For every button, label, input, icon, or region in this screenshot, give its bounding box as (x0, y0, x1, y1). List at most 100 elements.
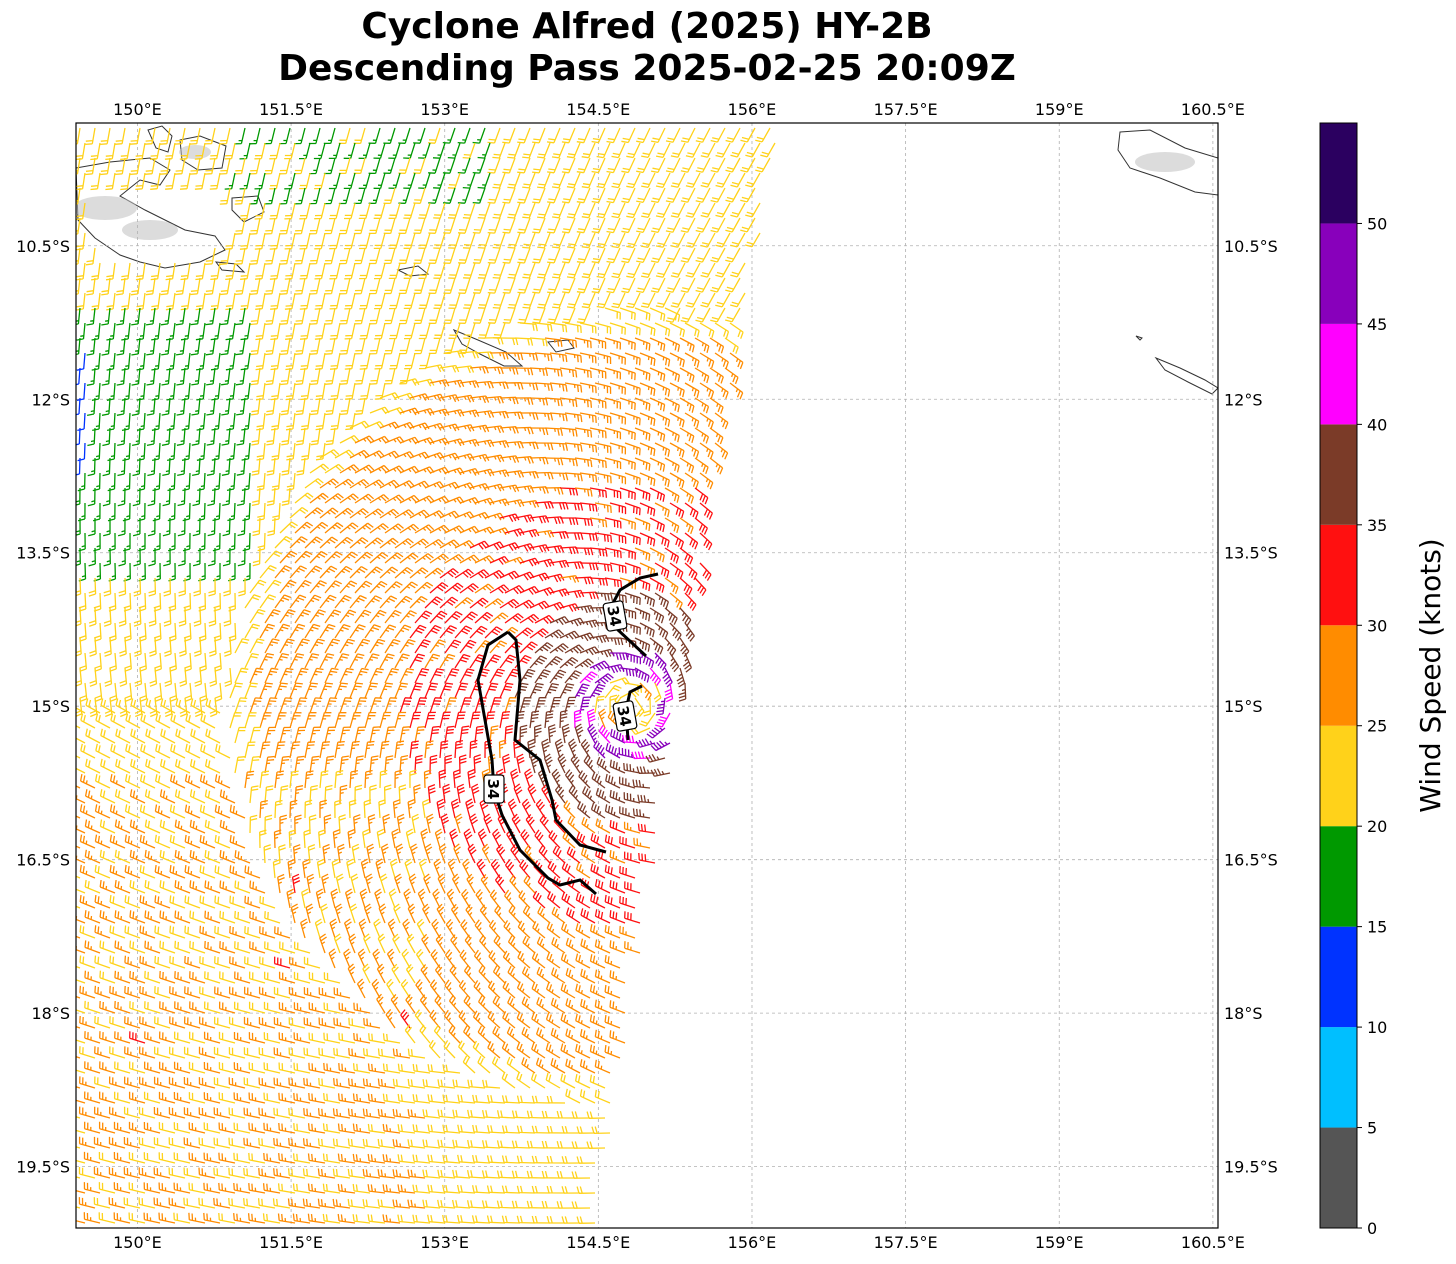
wind-barb (169, 986, 186, 999)
wind-barb (429, 979, 441, 999)
wind-barb (624, 382, 641, 396)
wind-barb (205, 337, 216, 356)
wind-barb (534, 586, 555, 596)
wind-barb (128, 1152, 146, 1164)
wind-barb (547, 724, 557, 744)
wind-barb (459, 467, 480, 476)
wind-barb (636, 127, 651, 144)
wind-barb (388, 142, 401, 159)
wind-barb (604, 427, 622, 440)
wind-barb (270, 352, 281, 371)
wind-barb (591, 157, 606, 174)
wind-barb (559, 630, 580, 640)
wind-barb (263, 1001, 281, 1014)
wind-barb (117, 457, 126, 477)
wind-barb (566, 262, 581, 279)
wind-barb (514, 571, 535, 581)
wind-barb (421, 798, 430, 819)
wind-barb (174, 971, 191, 984)
wind-barb (581, 202, 596, 219)
wind-barb (179, 172, 191, 190)
wind-barb (76, 637, 82, 657)
wind-barb (594, 909, 611, 924)
wind-barb (334, 623, 351, 639)
wind-barb (467, 768, 476, 789)
wind-barb (684, 562, 698, 581)
wind-barb (102, 457, 111, 477)
wind-barb (362, 1168, 381, 1179)
wind-barb (576, 307, 591, 324)
wind-barb (531, 951, 546, 969)
wind-barb (194, 667, 203, 687)
wind-barb (339, 435, 360, 444)
wind-barb (493, 934, 506, 954)
wind-barb (254, 142, 266, 160)
wind-barb (76, 1086, 81, 1089)
wind-barb (549, 531, 569, 540)
wind-barb (412, 1214, 431, 1224)
wind-barb (429, 610, 448, 624)
wind-barb (340, 397, 351, 416)
wind-barb (314, 918, 323, 939)
wind-barb (472, 247, 486, 264)
wind-barb (444, 350, 465, 359)
wind-barb (316, 858, 325, 879)
wind-barb (519, 724, 528, 744)
wind-barb (280, 397, 291, 416)
wind-barb (442, 1214, 461, 1224)
wind-barb (183, 1046, 201, 1059)
wind-barb (424, 567, 444, 579)
colorbar-tick-label: 10 (1367, 1018, 1387, 1037)
wind-barb (624, 472, 641, 486)
wind-barb (574, 397, 593, 408)
wind-barb (294, 157, 306, 175)
wind-barb (349, 769, 359, 789)
wind-barb (516, 1185, 536, 1194)
wind-barb (377, 1199, 396, 1209)
wind-barb (349, 508, 369, 519)
wind-barb (539, 814, 551, 834)
wind-barb (76, 995, 81, 999)
wind-barb (93, 1106, 111, 1119)
lat-tick-label-right: 16.5°S (1224, 851, 1278, 870)
wind-barb (159, 758, 176, 774)
wind-barb (609, 789, 626, 804)
wind-barb (263, 844, 272, 864)
wind-barb (496, 1140, 516, 1149)
wind-barb (104, 667, 113, 687)
wind-barb (431, 918, 441, 939)
wind-barb (269, 262, 281, 280)
wind-barb (682, 652, 692, 673)
wind-barb (454, 568, 474, 579)
wind-barb (289, 594, 307, 609)
wind-barb (384, 436, 405, 444)
wind-barb (472, 277, 486, 294)
wind-barb (339, 697, 353, 714)
wind-barb (329, 322, 341, 340)
lon-tick-label-bottom: 153°E (420, 1233, 469, 1252)
wind-barb (184, 804, 201, 819)
wind-barb (594, 412, 612, 424)
wind-barb (604, 397, 622, 410)
wind-barb (623, 792, 641, 804)
wind-barb (169, 774, 186, 789)
wind-barb (197, 472, 206, 492)
wind-barb (198, 1197, 216, 1209)
wind-barb (684, 322, 700, 338)
wind-barb (354, 580, 373, 594)
wind-barb (309, 247, 321, 265)
wind-barb (152, 502, 161, 522)
wind-barb (364, 566, 383, 579)
wind-barb (244, 956, 261, 969)
wind-barb (576, 127, 591, 144)
wind-barb (418, 352, 431, 370)
wind-barb (564, 696, 576, 714)
wind-barb (650, 187, 666, 204)
wind-barb (199, 895, 216, 909)
wind-barb (399, 610, 417, 624)
wind-barb (135, 262, 146, 281)
wind-barb (680, 277, 696, 293)
wind-barb (511, 813, 521, 834)
wind-barb (463, 262, 476, 279)
wind-barb (477, 292, 491, 309)
